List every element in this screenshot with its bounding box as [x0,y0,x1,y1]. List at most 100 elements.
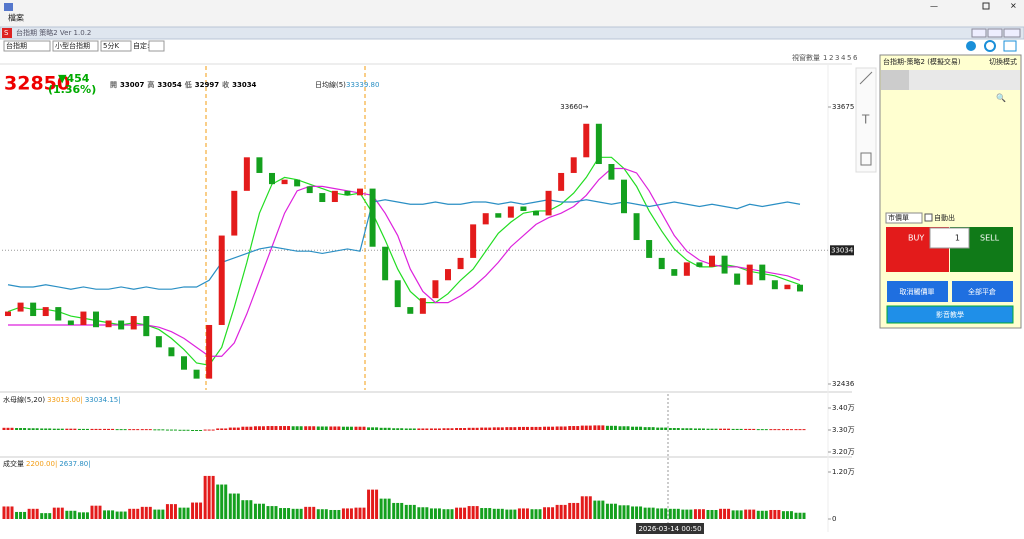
auto-exit-checkbox[interactable] [924,213,933,222]
minimize[interactable]: — [930,2,938,11]
window-count[interactable]: 3 [835,54,839,62]
window-count[interactable]: 2 [829,54,833,62]
volume-bar [232,493,236,519]
oscillator-bar [639,426,643,430]
oscillator-bar [471,427,475,430]
oscillator-bar [44,428,48,430]
close[interactable]: ✕ [1010,2,1017,11]
text-tool[interactable]: T [861,113,870,127]
volume-bar [119,511,123,519]
volume-bar [279,508,283,519]
active-tab [881,70,909,90]
y-tick-label: 33675 [832,103,854,111]
custom-input[interactable] [148,40,165,52]
candle [734,273,741,285]
tool-icon[interactable] [966,41,976,51]
oscillator-bar [383,427,387,430]
window-count[interactable]: 6 [853,54,858,62]
oscillator-bar [349,426,353,430]
close-all-button[interactable] [952,281,1013,302]
cancel-button[interactable] [887,281,948,302]
line-tool[interactable] [859,71,873,85]
volume-bar [107,510,111,519]
oscillator-bar [199,430,203,431]
oscillator-bar [681,428,685,430]
tutorial-button[interactable] [886,305,1014,324]
oscillator-bar [279,426,283,430]
period-select[interactable] [100,40,132,52]
oscillator-bar [40,428,44,430]
volume-bar [371,489,375,519]
candle [382,246,389,281]
volume-bar [626,505,630,519]
volume-bar [785,511,789,519]
volume-bar [773,509,777,519]
candle [470,224,477,258]
period: 5分K [103,41,119,50]
candle [570,157,577,173]
oscillator-bar [6,427,10,430]
maximize[interactable] [982,2,990,10]
volume-bar [488,508,492,519]
y-tick-label: 3.30万 [832,426,855,434]
oscillator-bar [580,425,584,430]
oscillator-bar [689,428,693,430]
volume-bar [459,507,463,519]
order-type-select[interactable] [885,212,923,224]
product-select[interactable] [52,40,99,52]
volume-bar [375,489,379,519]
oscillator-bar [701,428,705,430]
win-btn[interactable] [987,28,1003,38]
oscillator-bar [60,428,64,430]
volume-bar [521,508,525,519]
quote-low_label: 低 [184,80,192,89]
zoom-icons[interactable]: 🔍 [996,93,1006,103]
candle [256,157,263,173]
oscillator-bar [446,428,450,430]
quote-high: 33054 [157,81,181,89]
oscillator-bar [287,426,291,430]
volume-bar [572,502,576,519]
win-btn[interactable] [1003,28,1021,38]
refresh-icon[interactable] [984,40,996,52]
volume-bar [484,508,488,519]
window-count[interactable]: 1 [823,54,827,62]
symbol-select[interactable] [3,40,51,52]
oscillator-bar [668,428,672,430]
mode-button[interactable]: 切換模式 [989,57,1017,66]
oscillator-bar [354,426,358,430]
candle [759,264,766,281]
oscillator-bar [727,428,731,430]
volume-bar [685,509,689,519]
oscillator-bar [513,427,517,430]
volume-bar [220,484,224,519]
window-count[interactable]: 5 [847,54,851,62]
candle [621,179,627,214]
delete-tool[interactable] [860,152,872,166]
oscillator-bar [676,428,680,430]
user-icon[interactable] [1003,40,1017,52]
menu-file[interactable]: 檔案 [8,13,24,23]
oscillator-bar [123,429,127,431]
oscillator-bar [31,428,35,430]
window-count[interactable]: 4 [841,54,846,62]
oscillator-bar [136,429,140,431]
volume-bar [417,507,421,519]
oscillator-bar [241,426,245,430]
volume-bar [81,512,85,519]
oscillator-bar [396,428,400,430]
win-btn[interactable] [971,28,987,38]
volume-bar [647,507,651,519]
volume-bar [798,512,802,519]
volume-bar [613,503,617,519]
last-price: 32850 [4,73,70,95]
product: 小型台指期 [55,41,90,50]
oscillator-bar [157,429,161,431]
oscillator-bar [228,427,232,430]
oscillator-bar [283,426,287,430]
oscillator-bar [165,429,169,431]
volume-bar [492,508,496,519]
candle [306,186,313,194]
qty-input[interactable] [929,227,970,249]
volume-bar [123,511,127,519]
